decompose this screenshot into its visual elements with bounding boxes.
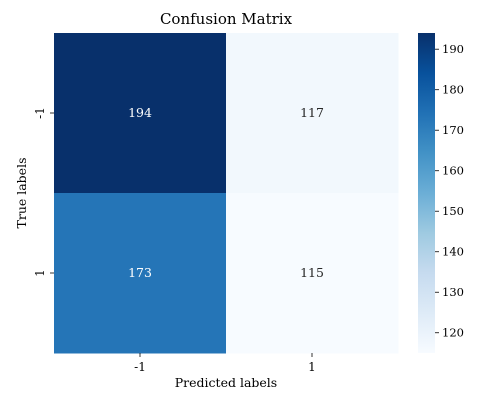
cell-value-label: 173 [128, 265, 152, 280]
chart-title: Confusion Matrix [160, 10, 293, 28]
cell-value-label: 194 [128, 105, 152, 120]
y-axis-label: True labels [14, 158, 29, 229]
heatmap-cell-labels: 194 117 173 115 [128, 105, 324, 280]
heatmap-cell [226, 193, 399, 354]
heatmap-cell [54, 33, 227, 194]
y-tick-label: -1 [33, 107, 47, 119]
cell-value-label: 115 [300, 265, 324, 280]
y-tick-label: 1 [33, 269, 47, 277]
heatmap-cells [54, 33, 399, 354]
x-axis-label: Predicted labels [175, 375, 277, 390]
colorbar-tick-label: 130 [442, 285, 464, 299]
cell-value-label: 117 [300, 105, 324, 120]
colorbar-tick-label: 180 [442, 83, 464, 97]
y-axis-ticks: -1 1 [33, 107, 54, 277]
colorbar-tick-label: 160 [442, 164, 464, 178]
colorbar-tick-label: 170 [442, 123, 464, 137]
colorbar-ticks: 120 130 140 150 160 170 180 190 [435, 42, 464, 340]
x-axis-ticks: -1 1 [134, 353, 316, 374]
colorbar [418, 33, 435, 353]
colorbar-tick-label: 150 [442, 204, 464, 218]
colorbar-tick-label: 120 [442, 326, 464, 340]
colorbar-tick-label: 140 [442, 245, 464, 259]
x-tick-label: -1 [134, 360, 146, 374]
x-tick-label: 1 [308, 360, 316, 374]
colorbar-tick-label: 190 [442, 42, 464, 56]
heatmap-cell [54, 193, 227, 354]
heatmap-cell [226, 33, 399, 194]
